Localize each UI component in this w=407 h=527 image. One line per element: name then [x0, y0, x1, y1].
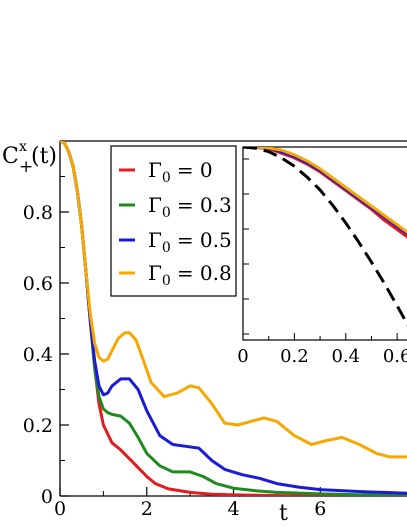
y-tick-label: 0.2 [23, 415, 53, 437]
legend-value: = 0 [177, 158, 213, 182]
x-tick-label: 0 [54, 498, 66, 520]
y-axis-label-main: C [2, 144, 19, 169]
inset-x-tick-label: 0 [237, 346, 248, 367]
y-axis-label-sub: + [19, 157, 33, 177]
legend-label-2: Γ0 = 0.5 [148, 228, 232, 256]
legend-symbol: Γ [148, 228, 162, 252]
series-line-3 [60, 141, 407, 459]
legend-subscript: 0 [162, 240, 171, 256]
legend-symbol: Γ [148, 158, 162, 182]
x-tick-label: 2 [141, 498, 153, 520]
legend-value: = 0.5 [177, 228, 232, 252]
y-tick-label: 0.8 [23, 202, 53, 224]
inset-ticks: 0 0.2 0.4 0.6 [237, 158, 407, 367]
x-tick-label: 4 [227, 498, 239, 520]
inset-x-tick-label: 0.2 [280, 346, 309, 367]
main-ticks: 0 2 4 6 0 0.2 0.4 0.6 0.8 [23, 176, 365, 520]
inset-x-tick-label: 0.4 [331, 346, 360, 367]
legend-value: = 0.8 [177, 261, 232, 285]
legend-subscript: 0 [162, 205, 171, 221]
y-axis-label-arg: (t) [31, 144, 57, 169]
legend-symbol: Γ [148, 261, 162, 285]
y-tick-label: 0.6 [23, 273, 53, 295]
y-tick-label: 0 [41, 486, 53, 508]
legend-symbol: Γ [148, 193, 162, 217]
x-axis-label: t [279, 501, 288, 526]
inset-plot: 0 0.2 0.4 0.6 [237, 146, 407, 367]
main-series-group [60, 141, 407, 496]
legend-subscript: 0 [162, 273, 171, 289]
inset-series-group [243, 147, 407, 327]
y-axis-label-sup: x [19, 139, 27, 155]
x-tick-label: 6 [314, 498, 326, 520]
inset-frame [242, 146, 407, 341]
legend-label-1: Γ0 = 0.3 [148, 193, 232, 221]
inset-x-tick-label: 0.6 [383, 346, 407, 367]
legend-value: = 0.3 [177, 193, 232, 217]
inset-series-line-2 [243, 147, 407, 234]
y-axis-label: C x + (t) [2, 139, 57, 177]
inset-series-line-3 [243, 147, 407, 327]
legend: Γ0 = 0Γ0 = 0.3Γ0 = 0.5Γ0 = 0.8 [110, 145, 237, 297]
legend-label-0: Γ0 = 0 [148, 158, 213, 186]
legend-label-3: Γ0 = 0.8 [148, 261, 232, 289]
y-tick-label: 0.4 [23, 344, 53, 366]
legend-subscript: 0 [162, 170, 171, 186]
